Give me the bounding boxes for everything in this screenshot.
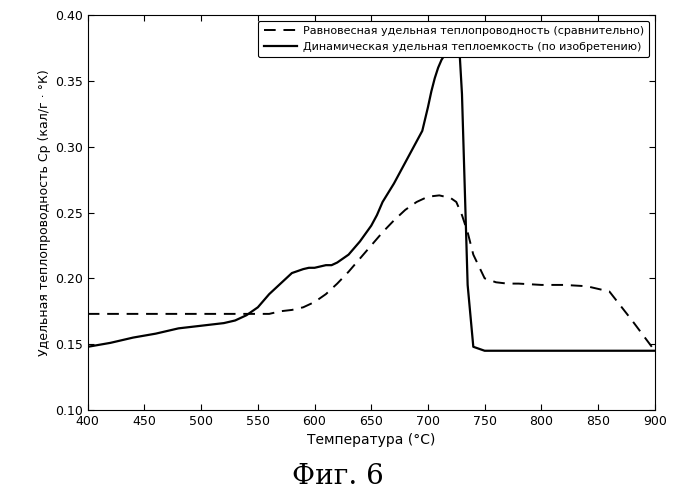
Равновесная удельная теплопроводность (сравнительно)	[242, 311, 250, 317]
Равновесная удельная теплопроводность (сравнительно)	[107, 311, 115, 317]
Равновесная удельная теплопроводность (сравнительно)	[560, 282, 568, 288]
Равновесная удельная теплопроводность (сравнительно)	[390, 218, 398, 224]
Legend: Равновесная удельная теплопроводность (сравнительно), Динамическая удельная тепл: Равновесная удельная теплопроводность (с…	[258, 20, 649, 58]
Равновесная удельная теплопроводность (сравнительно)	[481, 276, 489, 281]
Line: Динамическая удельная теплоемкость (по изобретению): Динамическая удельная теплоемкость (по и…	[88, 46, 655, 351]
Равновесная удельная теплопроводность (сравнительно)	[605, 288, 614, 294]
Динамическая удельная теплоемкость (по изобретению)	[605, 348, 614, 354]
Равновесная удельная теплопроводность (сравнительно)	[152, 311, 160, 317]
Динамическая удельная теплоемкость (по изобретению)	[651, 348, 659, 354]
Равновесная удельная теплопроводность (сравнительно)	[231, 311, 239, 317]
Равновесная удельная теплопроводность (сравнительно)	[435, 192, 443, 198]
Динамическая удельная теплоемкость (по изобретению)	[277, 280, 285, 286]
X-axis label: Температура (°C): Температура (°C)	[307, 434, 435, 448]
Равновесная удельная теплопроводность (сравнительно)	[514, 280, 522, 286]
Равновесная удельная теплопроводность (сравнительно)	[504, 280, 512, 286]
Равновесная удельная теплопроводность (сравнительно)	[492, 280, 500, 285]
Равновесная удельная теплопроводность (сравнительно)	[299, 304, 307, 310]
Равновесная удельная теплопроводность (сравнительно)	[288, 307, 296, 313]
Равновесная удельная теплопроводность (сравнительно)	[174, 311, 182, 317]
Равновесная удельная теплопроводность (сравнительно)	[310, 299, 319, 305]
Динамическая удельная теплоемкость (по изобретению)	[242, 312, 250, 318]
Равновесная удельная теплопроводность (сравнительно)	[458, 212, 466, 218]
Line: Равновесная удельная теплопроводность (сравнительно): Равновесная удельная теплопроводность (с…	[88, 196, 655, 351]
Равновесная удельная теплопроводность (сравнительно)	[537, 282, 545, 288]
Равновесная удельная теплопроводность (сравнительно)	[628, 318, 636, 324]
Равновесная удельная теплопроводность (сравнительно)	[344, 269, 352, 275]
Равновесная удельная теплопроводность (сравнительно)	[333, 280, 342, 286]
Равновесная удельная теплопроводность (сравнительно)	[447, 195, 455, 201]
Равновесная удельная теплопроводность (сравнительно)	[197, 311, 205, 317]
Равновесная удельная теплопроводность (сравнительно)	[651, 348, 659, 354]
Динамическая удельная теплоемкость (по изобретению)	[481, 348, 489, 354]
Равновесная удельная теплопроводность (сравнительно)	[129, 311, 137, 317]
Равновесная удельная теплопроводность (сравнительно)	[209, 311, 217, 317]
Равновесная удельная теплопроводность (сравнительно)	[367, 242, 375, 248]
Динамическая удельная теплоемкость (по изобретению)	[327, 262, 335, 268]
Равновесная удельная теплопроводность (сравнительно)	[277, 308, 285, 314]
Равновесная удельная теплопроводность (сравнительно)	[220, 311, 228, 317]
Динамическая удельная теплоемкость (по изобретению)	[492, 348, 500, 354]
Равновесная удельная теплопроводность (сравнительно)	[379, 230, 387, 235]
Равновесная удельная теплопроводность (сравнительно)	[265, 311, 273, 317]
Равновесная удельная теплопроводность (сравнительно)	[356, 256, 364, 262]
Y-axis label: Удельная теплопроводность Cp (кал/г · °К): Удельная теплопроводность Cp (кал/г · °К…	[38, 69, 51, 356]
Равновесная удельная теплопроводность (сравнительно)	[84, 311, 92, 317]
Равновесная удельная теплопроводность (сравнительно)	[401, 207, 409, 213]
Text: Фиг. 6: Фиг. 6	[292, 463, 383, 490]
Равновесная удельная теплопроводность (сравнительно)	[452, 199, 460, 205]
Равновесная удельная теплопроводность (сравнительно)	[464, 230, 472, 235]
Равновесная удельная теплопроводность (сравнительно)	[424, 194, 432, 200]
Равновесная удельная теплопроводность (сравнительно)	[322, 291, 330, 297]
Равновесная удельная теплопроводность (сравнительно)	[412, 199, 421, 205]
Динамическая удельная теплоемкость (по изобретению)	[84, 344, 92, 350]
Равновесная удельная теплопроводность (сравнительно)	[583, 283, 591, 289]
Динамическая удельная теплоемкость (по изобретению)	[197, 322, 205, 328]
Равновесная удельная теплопроводность (сравнительно)	[469, 252, 477, 258]
Динамическая удельная теплоемкость (по изобретению)	[449, 42, 457, 48]
Равновесная удельная теплопроводность (сравнительно)	[254, 311, 262, 317]
